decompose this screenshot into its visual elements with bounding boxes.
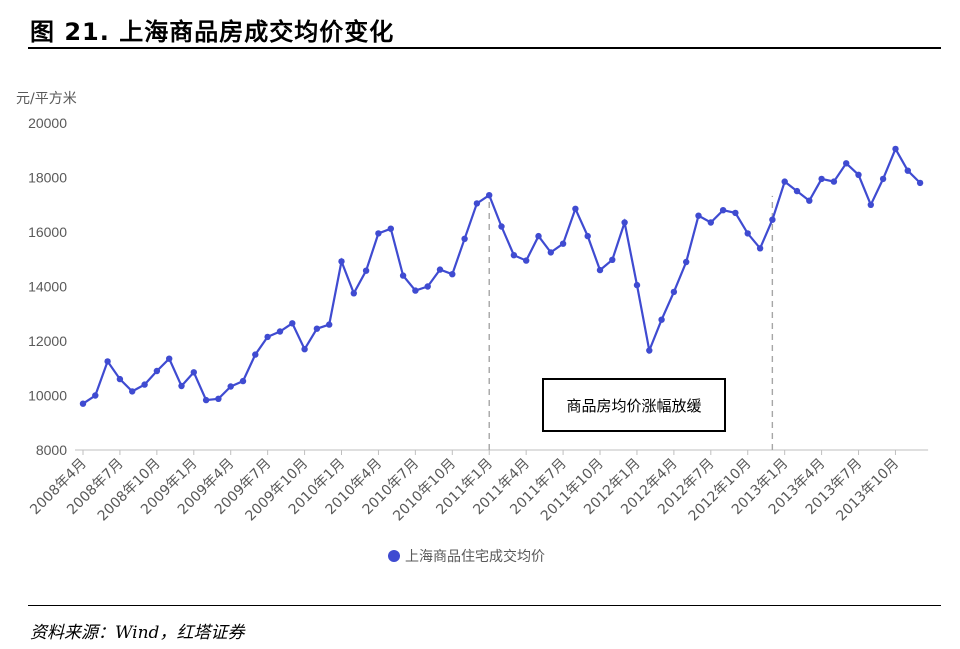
y-tick-label: 16000 bbox=[28, 224, 67, 240]
data-point bbox=[227, 383, 234, 390]
data-point bbox=[830, 178, 838, 185]
data-point bbox=[289, 320, 296, 327]
data-point bbox=[473, 200, 481, 207]
data-point bbox=[498, 223, 505, 230]
data-point bbox=[646, 347, 653, 354]
data-point bbox=[695, 212, 702, 219]
data-point bbox=[584, 232, 591, 240]
legend: 上海商品住宅成交均价 bbox=[388, 548, 545, 565]
data-point bbox=[867, 201, 874, 208]
data-point bbox=[461, 235, 468, 242]
data-point bbox=[399, 272, 407, 279]
data-point bbox=[350, 290, 357, 297]
data-point bbox=[239, 377, 247, 385]
data-point bbox=[486, 192, 493, 199]
data-point bbox=[252, 351, 259, 358]
data-point bbox=[609, 256, 616, 263]
data-point bbox=[523, 257, 530, 264]
data-point bbox=[744, 230, 751, 237]
data-point bbox=[436, 266, 444, 273]
annotation-box: 商品房均价涨幅放缓 bbox=[542, 378, 726, 432]
data-point bbox=[732, 209, 739, 217]
data-point bbox=[572, 205, 579, 212]
data-point bbox=[326, 321, 333, 328]
legend-marker bbox=[388, 550, 400, 562]
y-tick-label: 8000 bbox=[36, 442, 67, 458]
data-point bbox=[92, 392, 99, 399]
data-point bbox=[166, 355, 173, 362]
data-point bbox=[202, 396, 210, 404]
x-axis-ticks: 2008年4月2008年7月2008年10月2009年1月2009年4月2009… bbox=[27, 450, 902, 524]
data-point bbox=[362, 267, 370, 274]
data-point bbox=[559, 240, 567, 247]
data-point bbox=[215, 395, 222, 402]
data-point bbox=[621, 219, 628, 226]
data-point bbox=[781, 178, 788, 185]
data-point bbox=[756, 245, 764, 252]
series-line bbox=[82, 146, 921, 405]
data-point bbox=[806, 197, 813, 204]
data-point bbox=[129, 388, 136, 395]
data-point bbox=[153, 367, 161, 375]
data-point bbox=[879, 175, 887, 183]
data-point bbox=[855, 171, 862, 178]
data-point bbox=[79, 400, 87, 407]
data-point bbox=[769, 216, 776, 223]
y-tick-label: 18000 bbox=[28, 170, 67, 186]
y-axis-unit-label: 元/平方米 bbox=[16, 91, 77, 107]
data-point bbox=[904, 167, 911, 174]
annotation-text: 商品房均价涨幅放缓 bbox=[566, 397, 701, 415]
y-axis-ticks: 8000 10000 12000 14000 16000 18000 20000 bbox=[28, 115, 67, 458]
legend-label: 上海商品住宅成交均价 bbox=[405, 548, 545, 565]
data-point bbox=[301, 346, 308, 353]
data-point bbox=[596, 266, 604, 274]
data-point bbox=[424, 283, 431, 290]
reference-lines bbox=[488, 195, 774, 450]
line-chart: 元/平方米 8000 10000 12000 14000 16000 18000 20000… bbox=[16, 91, 929, 565]
data-point bbox=[719, 207, 727, 214]
data-point bbox=[412, 287, 419, 294]
data-point bbox=[843, 160, 850, 167]
figure-title: 图 21. 上海商品房成交均价变化 bbox=[30, 18, 395, 46]
data-point bbox=[793, 187, 801, 195]
data-point bbox=[276, 328, 284, 335]
data-point bbox=[510, 252, 518, 259]
data-point bbox=[178, 382, 185, 390]
data-point bbox=[449, 271, 456, 278]
source-note: 资料来源：Wind，红塔证券 bbox=[30, 623, 245, 643]
y-tick-label: 20000 bbox=[28, 115, 67, 131]
data-point bbox=[141, 381, 148, 388]
data-point bbox=[190, 369, 197, 376]
data-point bbox=[633, 281, 641, 289]
data-point bbox=[892, 145, 899, 153]
y-tick-label: 12000 bbox=[28, 333, 67, 349]
data-point bbox=[535, 232, 542, 240]
data-point bbox=[116, 375, 124, 383]
y-tick-label: 14000 bbox=[28, 279, 67, 295]
data-point bbox=[387, 225, 394, 232]
data-point bbox=[264, 333, 271, 341]
data-point bbox=[683, 258, 690, 266]
data-point bbox=[916, 179, 924, 187]
top-rule bbox=[28, 47, 941, 49]
data-point bbox=[313, 325, 321, 332]
data-point bbox=[547, 249, 554, 256]
data-point bbox=[338, 258, 345, 265]
data-points bbox=[79, 145, 924, 407]
data-point bbox=[658, 316, 665, 323]
data-point bbox=[104, 358, 111, 365]
data-point bbox=[818, 175, 825, 183]
data-point bbox=[375, 230, 382, 237]
y-tick-label: 10000 bbox=[28, 388, 67, 404]
data-point bbox=[670, 288, 678, 296]
data-point bbox=[707, 219, 714, 226]
bottom-rule bbox=[28, 605, 941, 606]
